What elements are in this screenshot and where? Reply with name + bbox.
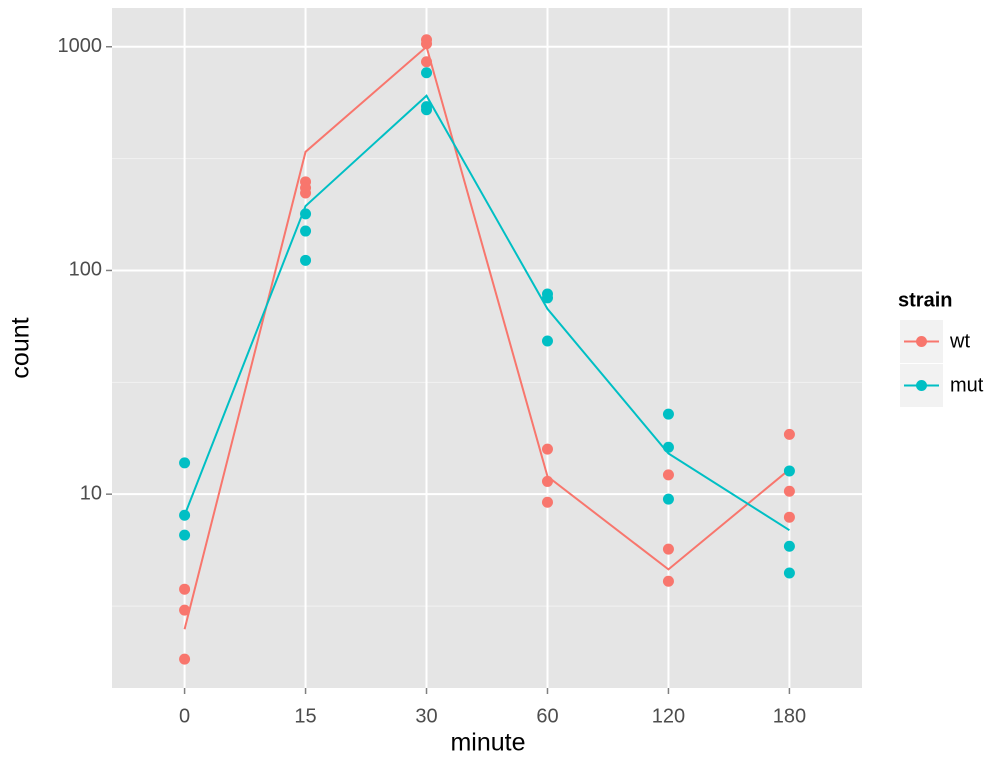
data-point <box>300 254 312 266</box>
legend-label: wt <box>949 330 970 352</box>
data-point <box>783 511 795 523</box>
data-point <box>783 540 795 552</box>
x-tick-label: 60 <box>536 705 558 727</box>
data-point <box>662 493 674 505</box>
x-axis-title: minute <box>450 729 525 757</box>
data-point <box>783 485 795 497</box>
x-tick-label: 30 <box>415 705 437 727</box>
data-point <box>421 67 433 79</box>
data-point <box>541 335 553 347</box>
data-point <box>662 408 674 420</box>
data-point <box>421 38 433 50</box>
series-line <box>183 94 790 532</box>
data-point <box>421 104 433 116</box>
data-point <box>421 56 433 68</box>
data-point <box>300 208 312 220</box>
data-point <box>662 469 674 481</box>
y-tick-label: 10 <box>80 482 102 504</box>
data-point <box>300 187 312 199</box>
data-point <box>179 653 191 665</box>
data-point <box>179 457 191 469</box>
data-point <box>783 567 795 579</box>
data-point <box>783 465 795 477</box>
y-axis-title: count <box>7 317 35 378</box>
data-point <box>662 575 674 587</box>
data-point <box>179 583 191 595</box>
data-point <box>300 225 312 237</box>
y-tick-label: 100 <box>69 259 102 281</box>
y-tick-label: 1000 <box>58 35 103 57</box>
data-point <box>662 543 674 555</box>
legend-label: mut <box>950 374 984 396</box>
data-point <box>541 496 553 508</box>
data-point <box>179 509 191 521</box>
x-tick-label: 0 <box>179 705 190 727</box>
data-point <box>783 428 795 440</box>
series-line <box>183 44 791 630</box>
data-point <box>179 529 191 541</box>
data-point <box>179 604 191 616</box>
data-point <box>662 441 674 453</box>
data-point <box>541 292 553 304</box>
x-tick-label: 180 <box>773 705 806 727</box>
x-tick-label: 120 <box>652 705 685 727</box>
data-point <box>541 443 553 455</box>
legend-title: strain <box>898 289 952 311</box>
data-point <box>541 475 553 487</box>
panel <box>112 8 862 688</box>
legend-point <box>916 380 927 391</box>
x-tick-label: 15 <box>294 705 316 727</box>
legend-point <box>916 336 927 347</box>
